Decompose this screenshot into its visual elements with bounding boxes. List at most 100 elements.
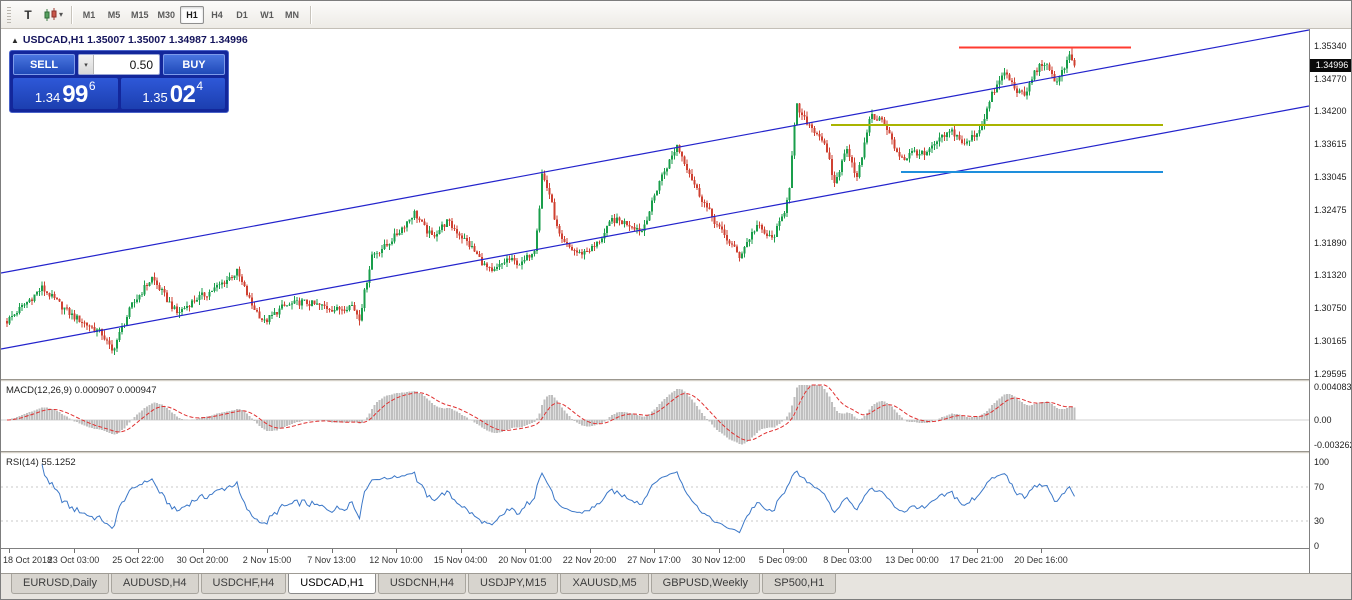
bid-prefix: 1.34 [34,89,61,105]
chart-type-icon[interactable]: ▾ [40,5,66,25]
price-scale-label: 1.31890 [1314,237,1347,248]
time-axis-label: 30 Oct 20:00 [176,555,229,565]
time-axis-label: 17 Dec 21:00 [949,555,1004,565]
time-axis-label: 2 Nov 15:00 [242,555,292,565]
macd-axis-label: -0.003262 [1314,440,1352,450]
time-axis-label: 5 Dec 09:00 [758,555,808,565]
timeframe-button-m30[interactable]: M30 [157,10,176,20]
ask-big-digits: 02 [169,80,196,108]
lot-size-input[interactable] [94,55,159,74]
toolbar-grip[interactable] [7,6,11,23]
time-axis[interactable]: 18 Oct 2018 23 Oct 03:00 25 Oct 22:00 30 Oc… [1,548,1309,573]
time-axis-label: 8 Dec 03:00 [823,555,872,565]
time-tick [1041,549,1042,553]
one-click-trading-panel: SELL ▾ BUY 1.34 99 6 1.35 02 4 [9,50,229,113]
macd-pane[interactable] [1,382,1309,451]
time-axis-label: 22 Nov 20:00 [562,555,617,565]
price-scale-label: 1.29595 [1314,368,1347,379]
one-click-collapse-icon[interactable]: ▲ [11,35,19,45]
time-axis-label: 20 Nov 01:00 [498,555,552,565]
price-scale-label: 1.33045 [1314,172,1347,182]
time-tick [654,549,655,553]
toolbar-separator [310,5,312,24]
ask-prefix: 1.35 [142,89,168,105]
rsi-axis-label: 70 [1314,482,1325,493]
price-scale-label: 1.30750 [1314,302,1347,313]
time-axis-label: 12 Nov 10:00 [369,555,423,565]
candlestick-glyph-icon [44,7,57,21]
tab-eurusd-daily[interactable]: EURUSD,Daily [11,574,109,594]
time-tick [73,549,75,553]
time-axis-label: 27 Nov 17:00 [627,555,681,565]
timeframe-button-m15[interactable]: M15 [131,10,149,20]
macd-axis-label: 0.004083 [1314,382,1352,392]
price-scale[interactable]: 1.35340 1.34770 1.34200 1.33615 1.33045 1.324… [1309,29,1352,573]
ask-pipette: 4 [196,79,204,93]
time-axis-label: 20 Dec 16:00 [1014,555,1068,565]
price-scale-label: 1.31320 [1314,270,1347,281]
price-scale-label: 1.33615 [1314,139,1347,150]
price-scale-label: 1.34200 [1314,106,1347,117]
lot-size-control[interactable]: ▾ [78,54,160,75]
tab-gbpusd-weekly[interactable]: GBPUSD,Weekly [650,574,761,594]
tab-usdcnh-h4[interactable]: USDCNH,H4 [377,574,467,594]
timeframe-button-m5[interactable]: M5 [107,10,121,20]
time-tick [138,549,139,553]
rsi-pane[interactable] [1,454,1309,548]
sell-button[interactable]: SELL [13,54,75,75]
price-scale-label: 1.30165 [1314,336,1347,347]
rsi-axis-label: 30 [1314,515,1325,526]
chart-ohlc-title: ▲ USDCAD,H1 1.35007 1.35007 1.34987 1.34… [11,34,248,46]
timeframe-button-h4[interactable]: H4 [211,10,223,20]
time-tick [718,549,720,553]
rsi-label: RSI(14) 55.1252 [6,457,76,468]
timeframe-button-d1[interactable]: D1 [236,10,248,20]
timeframe-button-mn[interactable]: MN [285,10,300,20]
bid-big-digits: 99 [62,80,88,108]
bid-pipette: 6 [88,79,96,93]
buy-button[interactable]: BUY [163,54,225,75]
chevron-down-icon: ▾ [59,9,64,19]
timeframe-button-h1[interactable]: H1 [180,6,205,24]
time-axis-label: 15 Nov 04:00 [433,555,488,565]
toolbar-separator [71,5,73,24]
time-tick [202,549,204,553]
time-axis-label: 18 Oct 2018 [3,555,53,565]
time-axis-label: 13 Dec 00:00 [885,555,939,565]
time-tick [9,549,10,553]
timeframe-button-w1[interactable]: W1 [260,10,274,20]
timeframe-button-group: M1 M5 M15 M30 H1 H4 D1 W1 MN [77,5,305,24]
price-scale-label: 1.32475 [1314,204,1347,215]
time-tick [976,549,978,553]
tab-sp500-h1[interactable]: SP500,H1 [762,574,837,594]
rsi-axis-label: 100 [1314,457,1330,467]
pane-splitter[interactable] [1,379,1351,382]
time-axis-label: 30 Nov 12:00 [691,555,746,565]
text-tool-glyph: T [24,7,32,22]
time-tick [912,549,913,553]
time-tick [331,549,333,553]
time-tick [460,549,462,553]
tab-usdcad-h1[interactable]: USDCAD,H1 [288,574,376,594]
tab-usdchf-h4[interactable]: USDCHF,H4 [200,574,287,594]
ask-price[interactable]: 1.35 02 4 [120,78,225,109]
price-scale-label: 1.34770 [1314,73,1347,84]
tab-audusd-h4[interactable]: AUDUSD,H4 [110,574,199,594]
macd-axis-label: 0.00 [1314,415,1332,426]
macd-label: MACD(12,26,9) 0.000907 0.000947 [6,385,157,396]
timeframe-button-m1[interactable]: M1 [82,10,96,20]
price-scale-label: 1.35340 [1314,41,1347,51]
tab-xauusd-m5[interactable]: XAUUSD,M5 [560,574,649,594]
pane-splitter[interactable] [1,451,1351,454]
rsi-axis-label: 0 [1314,541,1320,551]
time-tick [525,549,526,553]
time-axis-label: 23 Oct 03:00 [47,555,100,565]
bid-price[interactable]: 1.34 99 6 [13,78,118,109]
text-tool-icon[interactable]: T [16,5,40,25]
time-tick [267,549,268,553]
time-tick [396,549,397,553]
tab-usdjpy-m15[interactable]: USDJPY,M15 [468,574,559,594]
time-tick [783,549,784,553]
lot-spinner-icon[interactable]: ▾ [79,55,94,74]
